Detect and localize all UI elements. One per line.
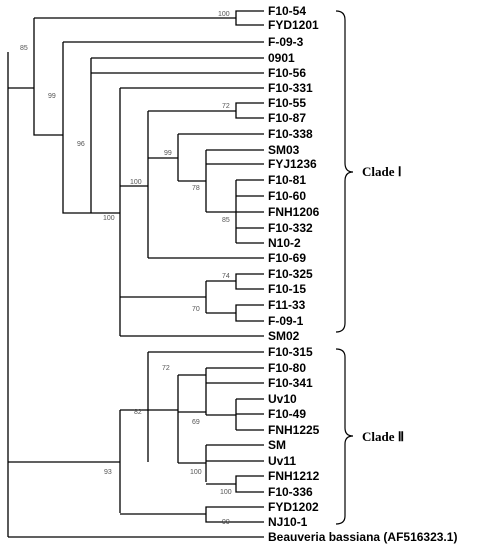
- bootstrap-value: 93: [104, 469, 112, 476]
- taxon-label: Uv10: [268, 392, 297, 406]
- taxon-label: Beauveria bassiana (AF516323.1): [268, 530, 457, 544]
- bootstrap-value: 82: [134, 409, 142, 416]
- bootstrap-value: 100: [103, 215, 115, 222]
- taxon-label: F10-315: [268, 345, 313, 359]
- bootstrap-value: 85: [222, 217, 230, 224]
- taxon-label: FYJ1236: [268, 157, 317, 171]
- bootstrap-value: 96: [77, 141, 85, 148]
- taxon-label: F10-15: [268, 282, 306, 296]
- taxon-label: F10-325: [268, 267, 313, 281]
- taxon-label: F-09-3: [268, 35, 304, 49]
- taxon-label: F10-332: [268, 221, 313, 235]
- bootstrap-value: 69: [192, 419, 200, 426]
- taxon-label: F10-55: [268, 96, 306, 110]
- taxon-label: F-09-1: [268, 314, 304, 328]
- taxon-label: F10-87: [268, 111, 306, 125]
- taxon-label: FNH1212: [268, 469, 320, 483]
- bootstrap-value: 78: [192, 185, 200, 192]
- taxon-label: FNH1206: [268, 205, 320, 219]
- clade-brace-1: [335, 10, 354, 333]
- bootstrap-value: 100: [190, 469, 202, 476]
- bootstrap-value: 99: [164, 150, 172, 157]
- taxon-label: N10-2: [268, 236, 301, 250]
- taxon-label: FYD1201: [268, 18, 319, 32]
- taxon-label: 0901: [268, 51, 295, 65]
- taxon-label: F10-54: [268, 4, 306, 18]
- bootstrap-value: 100: [218, 11, 230, 18]
- taxon-label: F10-80: [268, 361, 306, 375]
- taxon-label: F10-81: [268, 173, 306, 187]
- taxon-label: F10-69: [268, 251, 306, 265]
- bootstrap-values: 100 85 99 96 72 99 100 78 85 100 74 70 7…: [20, 11, 232, 526]
- clade-brace-2: [335, 348, 354, 525]
- taxon-label: FYD1202: [268, 500, 319, 514]
- taxon-label: F10-56: [268, 66, 306, 80]
- taxon-labels: F10-54 FYD1201 F-09-3 0901 F10-56 F10-33…: [268, 4, 457, 544]
- bootstrap-value: 72: [222, 103, 230, 110]
- taxon-label: F10-60: [268, 189, 306, 203]
- bootstrap-value: 100: [220, 489, 232, 496]
- taxon-label: F10-341: [268, 376, 313, 390]
- clade-label: Clade Ⅰ: [362, 164, 402, 179]
- clade-label: Clade Ⅱ: [362, 429, 404, 444]
- tree-branches: [7, 10, 264, 538]
- taxon-label: NJ10-1: [268, 515, 308, 529]
- bootstrap-value: 70: [192, 306, 200, 313]
- bootstrap-value: 99: [48, 93, 56, 100]
- taxon-label: SM: [268, 438, 286, 452]
- taxon-label: FNH1225: [268, 423, 320, 437]
- taxon-label: F10-338: [268, 127, 313, 141]
- taxon-label: SM03: [268, 143, 300, 157]
- taxon-label: F10-331: [268, 81, 313, 95]
- taxon-label: F10-336: [268, 485, 313, 499]
- taxon-label: Uv11: [268, 454, 296, 468]
- bootstrap-value: 99: [222, 519, 230, 526]
- bootstrap-value: 72: [162, 365, 170, 372]
- bootstrap-value: 100: [130, 179, 142, 186]
- taxon-label: SM02: [268, 329, 300, 343]
- taxon-label: F10-49: [268, 407, 306, 421]
- taxon-label: F11-33: [268, 298, 306, 312]
- bootstrap-value: 74: [222, 273, 230, 280]
- bootstrap-value: 85: [20, 45, 28, 52]
